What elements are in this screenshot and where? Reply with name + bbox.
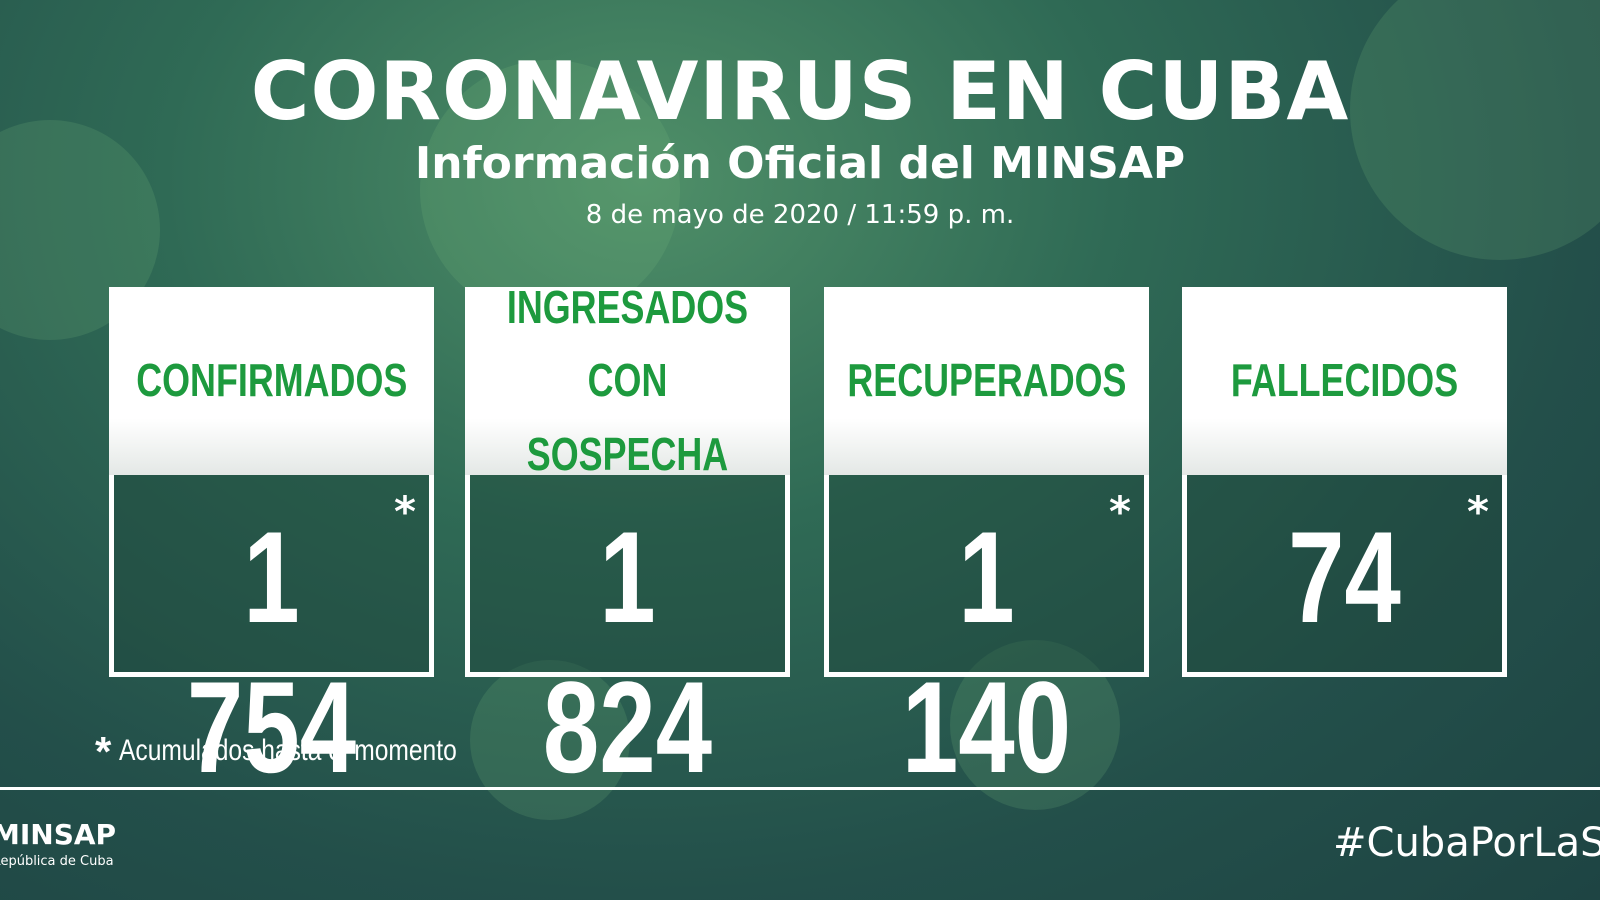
card-value: 1 754 [186,504,357,800]
card-marker: * [1109,487,1131,536]
stat-card: CONFIRMADOS 1 754 * [109,287,434,800]
footer-rule [0,787,1600,790]
card-header: INGRESADOS CON SOSPECHA [465,281,790,480]
logo: MINSAP [0,818,117,851]
note-text: Acumulados hasta el momento [119,734,458,767]
card-label: CONFIRMADOS [135,354,408,407]
stat-card: INGRESADOS CON SOSPECHA 1 824 [465,281,790,800]
card-marker: * [1467,487,1489,536]
card-header: FALLECIDOS [1182,287,1507,475]
card-value: 1 140 [901,504,1072,800]
card-value: 74 [1288,504,1401,650]
stat-card: RECUPERADOS 1 140 * [824,287,1149,800]
card-body [1182,475,1507,677]
date: 8 de mayo de 2020 / 11:59 p. m. [585,200,1015,230]
card-label: RECUPERADOS [846,354,1127,407]
card-marker: * [394,487,416,536]
card-label: FALLECIDOS [1230,354,1459,407]
card-value: 1 824 [542,504,713,800]
subtitle: Información Oficial del MINSAP [414,138,1186,189]
title: CORONAVIRUS EN CUBA [250,45,1350,138]
stat-card: FALLECIDOS 74 * [1182,287,1507,680]
card-label: INGRESADOS CON SOSPECHA [506,280,749,480]
note: * Acumulados hasta el momento [95,728,531,776]
card-header: CONFIRMADOS [109,287,434,475]
card-body [465,475,790,677]
logo-subtitle: República de Cuba [0,854,114,869]
hashtag: #CubaPorLaSalud [1333,820,1600,866]
card-body [109,475,434,677]
card-header: RECUPERADOS [824,287,1149,475]
note-marker: * [95,728,112,775]
card-body [824,475,1149,677]
